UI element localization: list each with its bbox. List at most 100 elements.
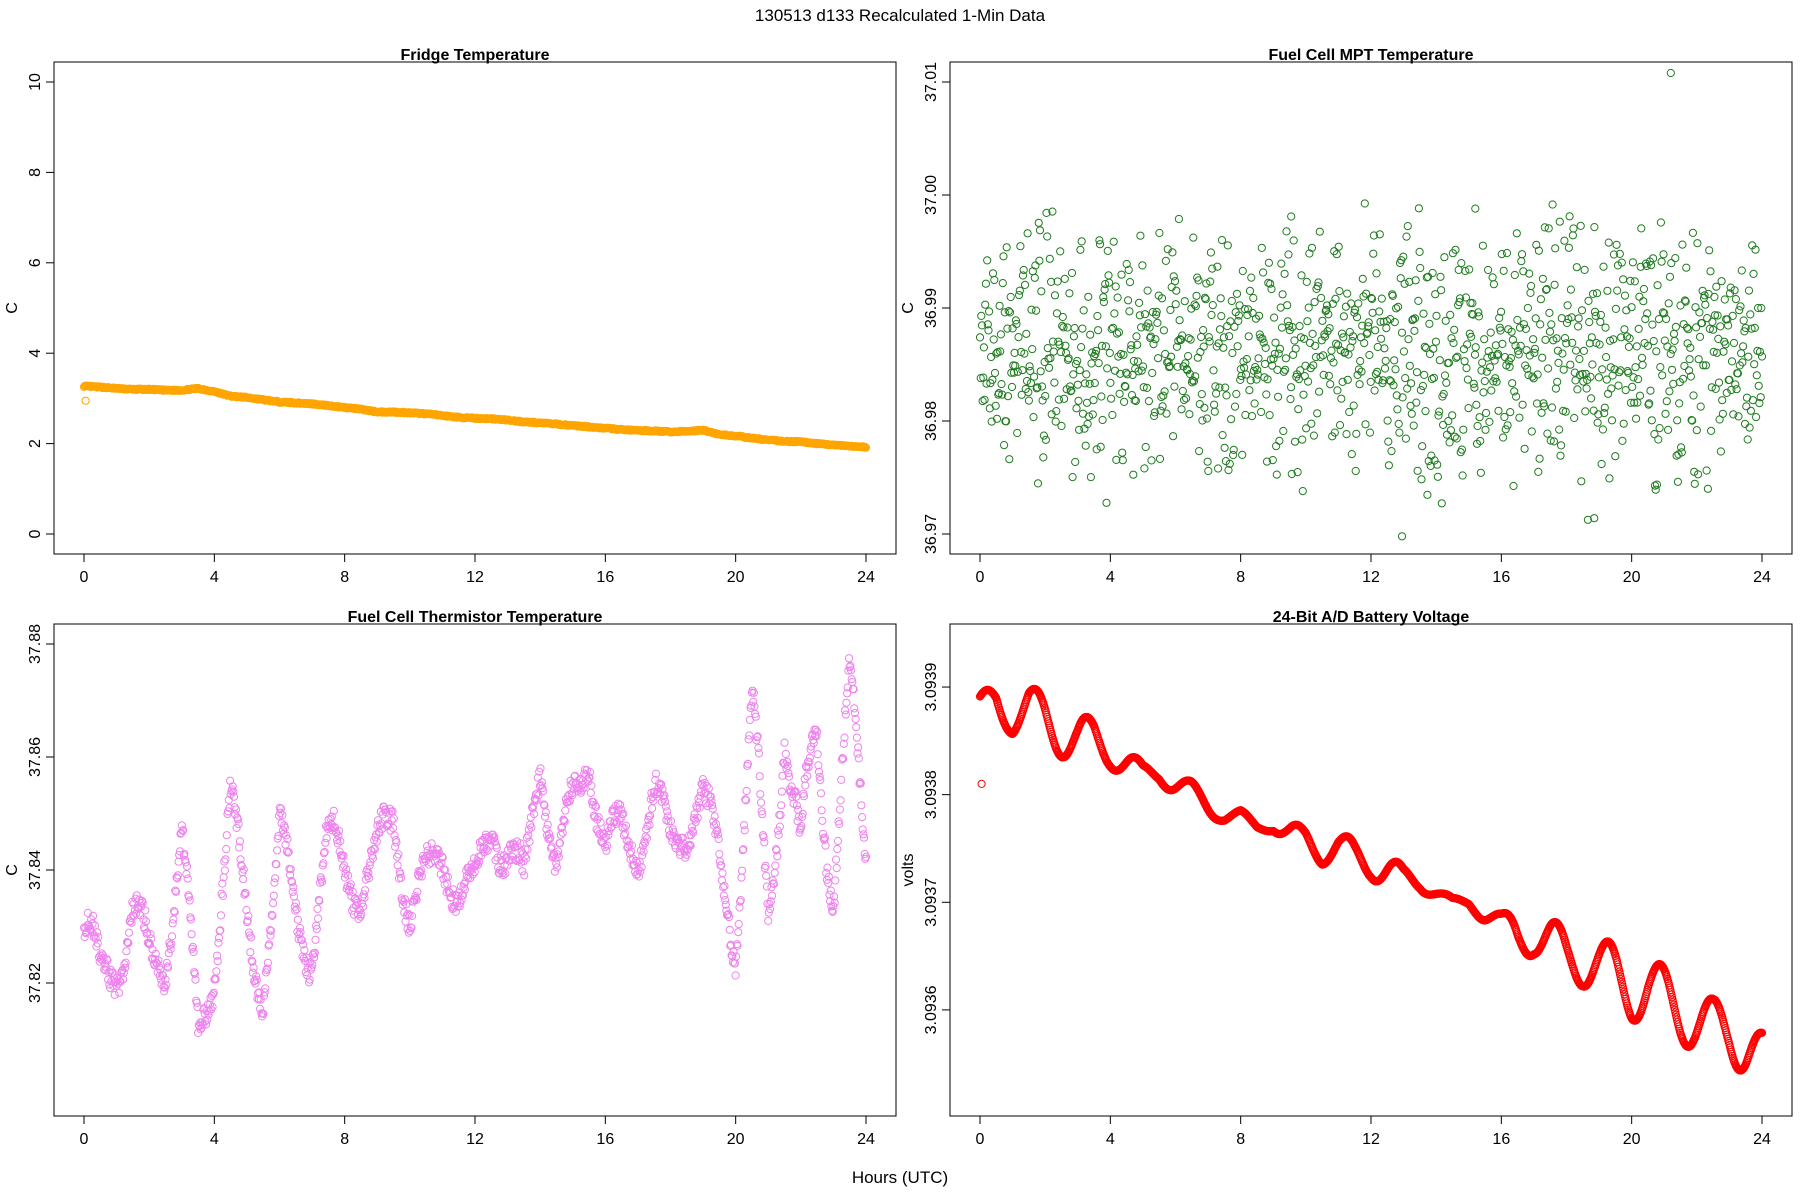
data-point bbox=[856, 778, 865, 787]
data-point bbox=[1131, 396, 1141, 406]
data-point bbox=[1077, 237, 1086, 246]
data-point bbox=[415, 872, 424, 881]
data-point bbox=[1313, 409, 1322, 418]
data-point bbox=[1125, 278, 1135, 287]
data-point bbox=[1258, 334, 1267, 343]
data-point bbox=[1458, 471, 1467, 480]
data-point bbox=[337, 854, 346, 863]
data-point bbox=[1450, 432, 1459, 441]
data-point bbox=[772, 846, 781, 855]
data-point bbox=[1004, 307, 1013, 316]
data-point bbox=[708, 804, 717, 813]
data-point bbox=[1487, 386, 1496, 395]
data-point bbox=[190, 969, 199, 978]
data-point bbox=[1322, 305, 1331, 314]
data-point bbox=[1144, 319, 1153, 328]
data-point bbox=[315, 896, 324, 905]
data-point bbox=[1545, 327, 1555, 336]
y-tick-label: 0 bbox=[27, 529, 44, 538]
data-point bbox=[823, 863, 832, 872]
data-point bbox=[724, 910, 733, 919]
data-point bbox=[1384, 461, 1394, 470]
data-point bbox=[638, 851, 647, 860]
data-point bbox=[1330, 247, 1339, 256]
data-point bbox=[773, 852, 782, 861]
data-point bbox=[999, 252, 1008, 261]
data-point bbox=[470, 868, 479, 877]
data-point bbox=[859, 830, 868, 839]
data-point bbox=[760, 838, 769, 847]
data-point bbox=[1530, 348, 1539, 357]
data-point bbox=[1172, 342, 1182, 351]
data-point bbox=[1555, 217, 1564, 226]
data-point bbox=[1621, 386, 1630, 395]
data-point bbox=[438, 853, 447, 862]
data-point bbox=[554, 852, 563, 862]
data-point bbox=[1303, 317, 1312, 326]
data-point bbox=[1590, 514, 1599, 523]
data-point bbox=[1229, 445, 1238, 454]
data-point bbox=[1630, 277, 1639, 286]
data-point bbox=[1238, 450, 1247, 459]
data-point bbox=[1088, 410, 1097, 419]
data-point bbox=[846, 666, 856, 675]
data-point bbox=[1692, 426, 1701, 435]
data-point bbox=[1219, 343, 1228, 352]
data-point bbox=[1385, 376, 1394, 385]
data-point bbox=[1746, 310, 1755, 319]
data-point bbox=[386, 826, 395, 835]
data-point bbox=[639, 847, 648, 856]
data-point bbox=[1162, 409, 1171, 418]
data-point bbox=[81, 396, 90, 405]
data-point bbox=[1551, 384, 1561, 393]
data-point bbox=[212, 967, 221, 976]
data-point bbox=[1749, 269, 1758, 278]
data-point bbox=[657, 780, 666, 789]
data-point bbox=[586, 768, 595, 777]
data-point bbox=[1159, 326, 1169, 335]
data-point bbox=[1568, 231, 1578, 240]
data-point bbox=[456, 899, 465, 908]
data-point bbox=[1226, 317, 1235, 326]
data-point bbox=[843, 689, 852, 698]
data-point bbox=[1476, 436, 1485, 446]
x-tick-label: 4 bbox=[210, 569, 219, 586]
data-point bbox=[1171, 300, 1180, 309]
data-point bbox=[1302, 424, 1311, 433]
data-point bbox=[1542, 285, 1551, 294]
data-point bbox=[1172, 286, 1181, 295]
data-point bbox=[1182, 394, 1191, 403]
data-point bbox=[522, 854, 531, 863]
data-point bbox=[1118, 448, 1127, 457]
data-point bbox=[702, 781, 712, 791]
data-point bbox=[1207, 310, 1216, 320]
data-point bbox=[1387, 447, 1396, 456]
data-point bbox=[344, 871, 353, 880]
data-point bbox=[159, 982, 168, 992]
data-point bbox=[1734, 412, 1743, 421]
data-point bbox=[293, 915, 302, 924]
data-point bbox=[1566, 285, 1576, 294]
data-point bbox=[741, 795, 750, 804]
data-point bbox=[1705, 246, 1714, 255]
data-point bbox=[1111, 282, 1120, 291]
data-point bbox=[1042, 208, 1051, 217]
data-point bbox=[1667, 259, 1676, 268]
data-point bbox=[438, 852, 447, 861]
data-point bbox=[846, 661, 855, 670]
y-tick-label: 4 bbox=[27, 349, 44, 358]
data-point bbox=[172, 873, 181, 882]
data-point bbox=[1577, 477, 1586, 486]
data-point bbox=[325, 823, 334, 832]
data-point bbox=[791, 787, 800, 796]
data-point bbox=[491, 856, 500, 865]
data-point bbox=[1455, 298, 1464, 307]
data-point bbox=[1477, 366, 1486, 375]
data-point bbox=[537, 778, 547, 787]
y-tick-label: 10 bbox=[27, 73, 44, 91]
data-point bbox=[1301, 361, 1310, 370]
data-point bbox=[394, 850, 403, 859]
data-point bbox=[1435, 356, 1444, 365]
data-point bbox=[1306, 364, 1315, 373]
data-point bbox=[777, 787, 787, 796]
